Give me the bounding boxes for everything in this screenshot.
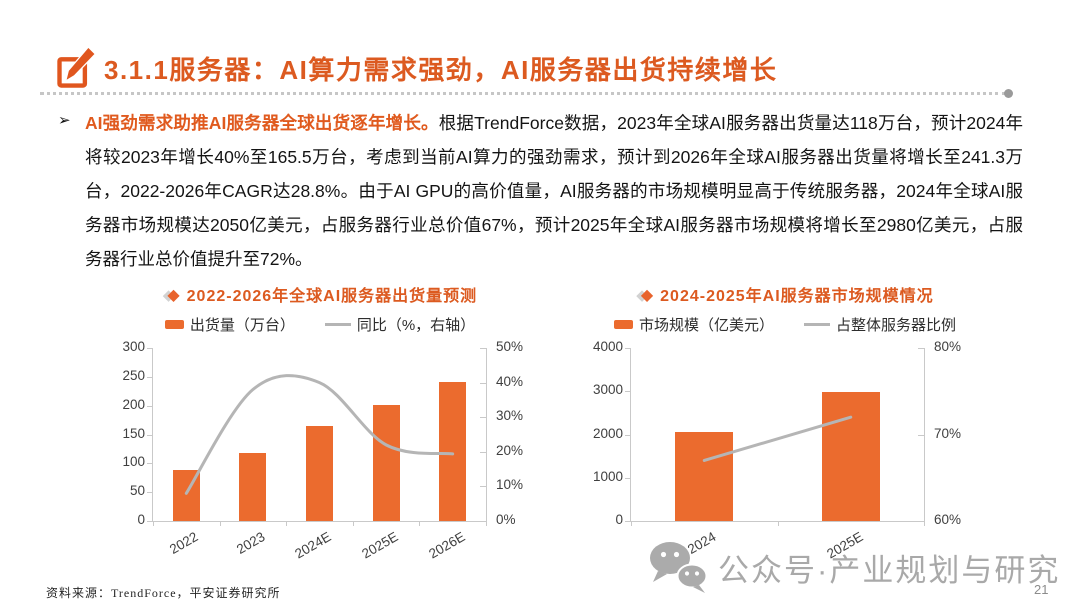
axis-tick xyxy=(147,405,153,407)
y-axis-label-right: 20% xyxy=(496,442,524,458)
axis-tick xyxy=(147,376,153,378)
axis-tick xyxy=(419,521,421,526)
diamond-icon: ◆ xyxy=(640,287,655,304)
axis-tick xyxy=(147,434,153,436)
axis-tick xyxy=(153,521,154,526)
axis-tick xyxy=(219,521,221,526)
bar xyxy=(439,381,467,521)
axis-tick xyxy=(625,348,631,349)
chart-market-plot: 0 1000 2000 3000 4000 60% 70% 80% 2024 2025E xyxy=(593,339,961,562)
axis-tick xyxy=(625,434,631,436)
axis-tick xyxy=(147,521,153,522)
diamond-icon: ◆ xyxy=(636,287,649,304)
source-note: 资料来源：TrendForce，平安证券研究所 xyxy=(46,586,281,600)
chart-shipments-title: ◆◆ 2022-2026年全球AI服务器出货量预测 xyxy=(162,287,478,305)
paragraph-lead: AI强劲需求助推AI服务器全球出货逐年增长。 xyxy=(85,113,439,133)
axis-tick xyxy=(480,521,486,522)
axis-tick xyxy=(352,521,354,526)
page-title: 3.1.1服务器：AI算力需求强劲，AI服务器出货持续增长 xyxy=(104,55,778,85)
y-axis-label-right: 10% xyxy=(496,477,524,493)
trend-line xyxy=(184,374,455,495)
y-axis-label: 0 xyxy=(615,512,623,527)
axis-tick xyxy=(918,348,924,349)
bar xyxy=(821,392,880,521)
axis-tick xyxy=(486,521,487,526)
line-swatch-icon xyxy=(804,323,830,326)
bar xyxy=(306,425,333,521)
trend-line-layer xyxy=(184,374,455,495)
bar xyxy=(675,432,734,521)
x-axis-label: 2023 xyxy=(233,529,268,558)
paragraph-body: 根据TrendForce数据，2023年全球AI服务器出货量达118万台，预计2… xyxy=(85,113,1024,269)
bar-swatch-icon xyxy=(613,320,633,329)
legend-item: 市场规模（亿美元） xyxy=(613,314,774,335)
y-axis-label: 0 xyxy=(137,512,145,527)
axis-tick xyxy=(625,477,631,479)
diamond-icon: ◆ xyxy=(162,287,176,304)
y-axis-label: 2000 xyxy=(592,425,623,441)
legend-item: 出货量（万台） xyxy=(164,314,295,335)
trend-line-layer xyxy=(702,415,853,462)
legend-item: 同比（%，右轴） xyxy=(324,314,475,335)
y-axis-label: 50 xyxy=(129,483,145,499)
axis-tick xyxy=(480,417,486,419)
y-axis-label-right: 40% xyxy=(496,373,524,389)
axis-tick xyxy=(924,521,925,526)
y-axis-label-right: 80% xyxy=(934,339,962,354)
y-axis-label-right: 0% xyxy=(496,512,516,527)
y-axis-label: 1000 xyxy=(592,468,623,484)
x-axis-label: 2025E xyxy=(823,529,866,562)
x-axis-label: 2026E xyxy=(425,529,468,562)
diamond-icon: ◆ xyxy=(167,287,181,304)
axis-tick xyxy=(480,486,486,488)
axis-tick xyxy=(480,382,486,384)
x-axis-label: 2024 xyxy=(685,529,719,558)
summary-paragraph: AI强劲需求助推AI服务器全球出货逐年增长。根据TrendForce数据，202… xyxy=(85,106,1023,276)
divider-end-dot xyxy=(1004,89,1013,98)
y-axis-label: 300 xyxy=(122,339,145,354)
x-axis-label: 2022 xyxy=(167,529,201,558)
page-number: 21 xyxy=(1034,582,1049,597)
axis-tick xyxy=(918,434,924,436)
y-axis-label-right: 60% xyxy=(934,512,962,527)
chart-market-title: ◆◆ 2024-2025年AI服务器市场规模情况 xyxy=(636,287,934,305)
axis-tick xyxy=(918,521,924,522)
dotted-divider xyxy=(40,92,1006,95)
y-axis-label: 150 xyxy=(122,425,145,441)
y-axis-label-right: 50% xyxy=(496,339,524,354)
chart-shipments-panel: ◆◆ 2022-2026年全球AI服务器出货量预测 出货量（万台） 同比（%，右轴… xyxy=(85,280,555,580)
chart-shipments-plot: 0 50 100 150 200 250 300 0% 10% 20% 30% 40% 50% 2022 2… xyxy=(122,339,523,562)
axis-tick xyxy=(625,391,631,393)
x-axis-label: 2024E xyxy=(292,529,334,562)
x-axis-label: 2025E xyxy=(359,529,401,562)
trend-line xyxy=(702,415,853,462)
y-axis-label: 3000 xyxy=(592,382,623,398)
paragraph-bullet-arrow: ➢ xyxy=(58,112,71,129)
y-axis-label-right: 30% xyxy=(496,408,524,424)
chart-market-panel: ◆◆ 2024-2025年AI服务器市场规模情况 市场规模（亿美元） 占整体服务器… xyxy=(570,280,1000,580)
axis-tick xyxy=(480,348,486,349)
bar xyxy=(239,452,267,521)
line-swatch-icon xyxy=(324,323,351,326)
axis-tick xyxy=(480,451,486,453)
axis-tick xyxy=(631,521,632,526)
y-axis-label-right: 70% xyxy=(934,425,962,441)
pencil-note-icon xyxy=(57,46,97,88)
y-axis-label: 4000 xyxy=(592,339,623,354)
y-axis-label: 250 xyxy=(122,367,145,383)
axis-tick xyxy=(625,521,631,522)
axis-tick xyxy=(147,348,153,349)
axis-tick xyxy=(147,463,153,465)
axis-tick xyxy=(286,521,288,526)
chart-market-legend: 市场规模（亿美元） 占整体服务器比例 xyxy=(570,314,1000,335)
y-axis-label: 200 xyxy=(122,396,145,412)
axis-tick xyxy=(147,492,153,494)
axis-tick xyxy=(777,521,779,526)
legend-item: 占整体服务器比例 xyxy=(804,314,956,335)
y-axis-label: 100 xyxy=(122,454,145,470)
bar-swatch-icon xyxy=(164,320,184,329)
chart-shipments-legend: 出货量（万台） 同比（%，右轴） xyxy=(85,314,555,335)
bar xyxy=(372,404,400,521)
